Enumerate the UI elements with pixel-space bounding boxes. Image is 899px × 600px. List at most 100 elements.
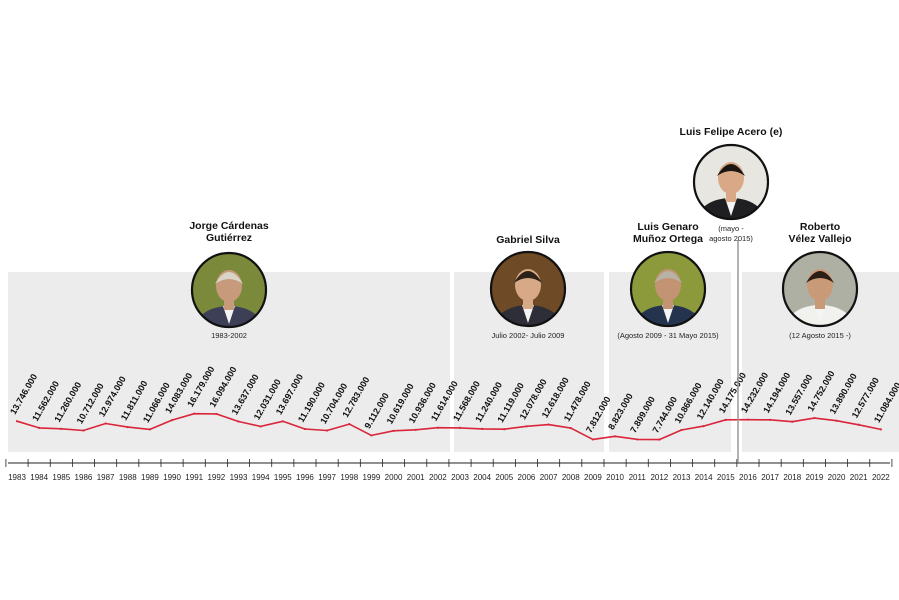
data-point xyxy=(436,426,439,429)
year-label: 2009 xyxy=(584,473,602,482)
data-point xyxy=(680,428,683,432)
president-name: Gutiérrez xyxy=(206,232,252,244)
data-point xyxy=(613,435,617,438)
data-point xyxy=(769,418,772,421)
series-line xyxy=(16,412,881,441)
portrait-photo xyxy=(783,252,857,326)
data-point xyxy=(303,427,307,431)
portrait-ring xyxy=(190,251,268,329)
data-point xyxy=(281,420,284,423)
data-point xyxy=(326,429,329,432)
year-label: 1992 xyxy=(207,473,225,482)
data-point xyxy=(569,427,572,430)
year-label: 2013 xyxy=(673,473,691,482)
data-point xyxy=(813,416,816,420)
data-point xyxy=(591,438,595,441)
year-label: 1985 xyxy=(52,473,70,482)
year-label: 2022 xyxy=(872,473,890,482)
year-label: 1983 xyxy=(8,473,26,482)
year-labels: 1983 1984 1985 1986 1987 1988 1989 1990 1991 1992… xyxy=(8,473,890,482)
portrait-photo xyxy=(694,145,768,219)
year-label: 2005 xyxy=(495,473,513,482)
data-point xyxy=(503,428,506,431)
data-point xyxy=(658,438,661,441)
president-name: Luis Felipe Acero (e) xyxy=(680,126,783,138)
year-label: 1996 xyxy=(296,473,314,482)
year-label: 1991 xyxy=(185,473,203,482)
data-point xyxy=(857,423,860,426)
president-name: Luis Genaro xyxy=(637,221,698,233)
term-dates: (12 Agosto 2015 -) xyxy=(789,331,851,340)
year-label: 1990 xyxy=(163,473,181,482)
data-point xyxy=(237,420,240,423)
data-point xyxy=(348,423,351,426)
year-label: 2004 xyxy=(473,473,491,482)
data-point xyxy=(414,428,417,431)
portrait-ring xyxy=(692,143,770,221)
president-name: Vélez Vallejo xyxy=(788,233,851,245)
data-point xyxy=(835,419,838,422)
data-point xyxy=(215,412,218,416)
year-label: 1989 xyxy=(141,473,159,482)
portrait-photo xyxy=(631,252,705,326)
data-point xyxy=(38,426,41,429)
data-point xyxy=(170,419,174,422)
portrait-photo xyxy=(491,252,565,326)
year-label: 2003 xyxy=(451,473,469,482)
year-label: 2001 xyxy=(407,473,425,482)
term-dates: 1983-2002 xyxy=(211,331,247,340)
data-point xyxy=(148,428,151,431)
year-label: 1994 xyxy=(252,473,270,482)
data-point xyxy=(370,434,373,437)
year-label: 1995 xyxy=(274,473,292,482)
series-line-layer xyxy=(15,412,882,441)
data-point xyxy=(15,420,19,423)
data-point xyxy=(60,427,63,430)
data-point xyxy=(126,426,129,429)
portrait-ring xyxy=(629,250,707,328)
data-point xyxy=(702,425,705,428)
president-name: Roberto xyxy=(800,221,840,233)
data-point xyxy=(746,418,750,421)
data-point xyxy=(547,423,550,426)
portrait-photo xyxy=(192,253,266,327)
term-dates: (mayo - xyxy=(718,224,744,233)
data-point xyxy=(193,412,196,415)
portrait-luis-felipe-acero: Luis Felipe Acero (e) (mayo -agosto 2015) xyxy=(680,126,783,462)
portrait-ring xyxy=(489,250,567,328)
data-point xyxy=(82,429,85,432)
year-label: 1984 xyxy=(30,473,48,482)
year-label: 2016 xyxy=(739,473,757,482)
period-panels xyxy=(8,272,899,452)
term-dates: (Agosto 2009 - 31 Mayo 2015) xyxy=(617,331,719,340)
president-name: Muñoz Ortega xyxy=(633,233,703,245)
year-label: 2020 xyxy=(828,473,846,482)
year-label: 2008 xyxy=(562,473,580,482)
portrait-gabriel-silva: Gabriel Silva Julio 2002- Julio 2009 xyxy=(489,234,567,340)
term-dates: Julio 2002- Julio 2009 xyxy=(492,331,565,340)
data-point xyxy=(392,429,395,432)
president-name: Jorge Cárdenas xyxy=(189,220,269,232)
term-dates: agosto 2015) xyxy=(709,234,753,243)
data-point xyxy=(791,420,794,423)
year-label: 2000 xyxy=(385,473,403,482)
year-axis xyxy=(5,459,893,467)
year-label: 2012 xyxy=(650,473,668,482)
president-name: Gabriel Silva xyxy=(496,234,560,246)
data-point xyxy=(104,422,107,425)
data-point xyxy=(879,428,882,431)
data-point xyxy=(724,418,727,421)
portrait-ring xyxy=(781,250,859,328)
year-label: 1999 xyxy=(363,473,381,482)
year-label: 2015 xyxy=(717,473,735,482)
data-point xyxy=(259,425,262,428)
year-label: 2014 xyxy=(695,473,713,482)
year-label: 1988 xyxy=(119,473,137,482)
data-point xyxy=(525,425,528,428)
year-label: 2011 xyxy=(629,473,647,482)
year-label: 2017 xyxy=(761,473,779,482)
